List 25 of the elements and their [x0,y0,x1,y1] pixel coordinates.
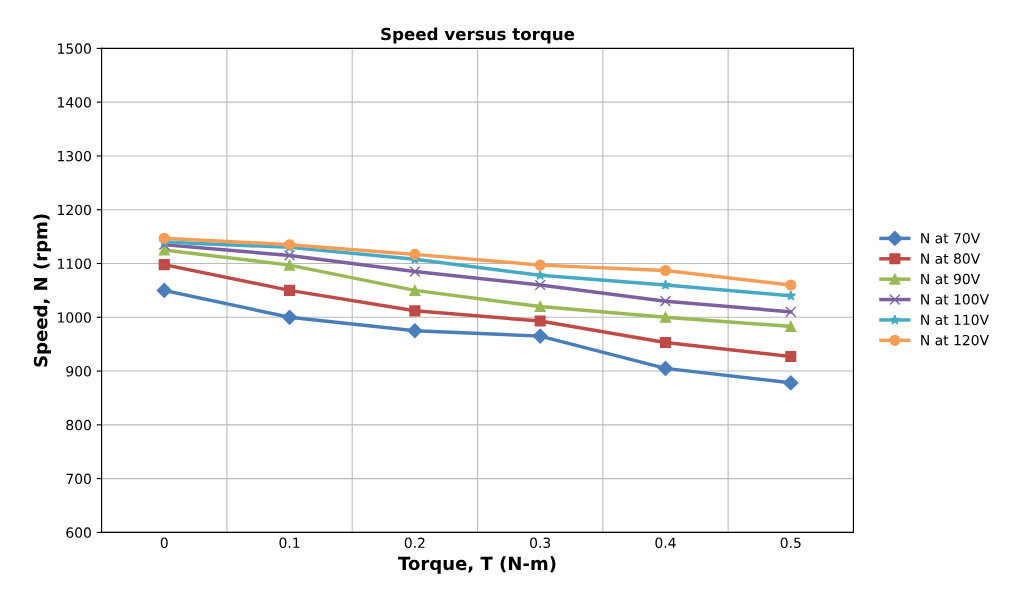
chart-title: Speed versus torque [381,27,575,44]
legend-label: N at 110V [921,314,989,326]
x-tick-label: 0.2 [404,537,425,549]
y-tick-label: 1100 [58,258,91,269]
y-tick-label: 700 [66,473,91,485]
x-tick-label: 0.5 [780,537,801,549]
legend-label: N at 70V [921,232,981,244]
x-tick-label: 0 [160,537,168,549]
x-axis-title: Torque, T (N-m) [398,556,556,574]
y-tick-label: 1500 [58,43,91,54]
y-tick-label: 1000 [58,312,91,323]
y-tick-label: 1400 [58,97,91,108]
y-tick-label: 1300 [58,150,91,162]
x-tick-label: 0.3 [530,537,551,549]
x-tick-label: 0.4 [655,537,676,549]
y-tick-label: 1200 [58,204,91,216]
y-tick-label: 600 [66,527,91,538]
y-tick-label: 900 [66,366,91,377]
y-tick-label: 800 [66,419,91,431]
y-axis-title: Speed, N (rpm) [33,214,51,367]
legend-label: N at 80V [921,253,981,264]
legend-label: N at 100V [921,294,989,305]
legend-label: N at 120V [921,334,989,346]
legend-label: N at 90V [921,273,981,285]
x-tick-label: 0.1 [279,537,300,549]
